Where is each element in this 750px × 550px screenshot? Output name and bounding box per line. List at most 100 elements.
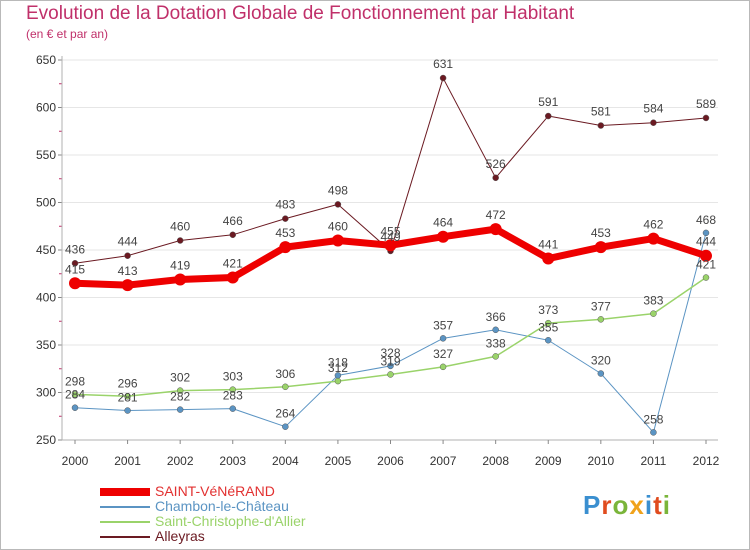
data-label: 483 (275, 198, 295, 212)
data-point (650, 119, 657, 126)
data-label: 355 (538, 320, 558, 334)
data-point (439, 335, 447, 342)
legend-label: SAINT-VéNéRAND (155, 483, 275, 499)
data-label: 306 (275, 367, 295, 381)
logo-letter: P (583, 490, 602, 520)
data-label: 319 (380, 354, 400, 368)
data-point (331, 234, 344, 247)
data-point (176, 406, 184, 413)
data-point (229, 386, 236, 393)
data-label: 258 (643, 412, 663, 426)
x-tick-label: 2010 (587, 454, 614, 468)
data-label: 466 (223, 214, 243, 228)
x-tick-label: 2009 (535, 454, 562, 468)
data-label: 366 (486, 310, 506, 324)
data-label: 302 (170, 371, 190, 385)
data-point (124, 252, 131, 259)
data-label: 419 (170, 258, 190, 272)
y-tick-label: 450 (36, 243, 56, 257)
data-label: 282 (170, 390, 190, 404)
data-label: 441 (538, 238, 558, 252)
data-label: 631 (433, 57, 453, 71)
data-point (702, 229, 710, 237)
legend-label: Alleyras (155, 528, 205, 544)
data-point (282, 423, 289, 430)
logo-letter: o (612, 490, 630, 520)
data-label: 415 (65, 262, 85, 276)
data-label: 581 (591, 105, 611, 119)
data-label: 327 (433, 347, 453, 361)
data-point (492, 174, 499, 182)
data-point (121, 279, 134, 292)
data-label: 464 (433, 216, 453, 230)
data-point (545, 337, 552, 344)
data-label: 584 (643, 102, 663, 116)
logo-letter: x (629, 490, 645, 520)
data-point (71, 260, 79, 267)
x-tick-label: 2004 (272, 454, 299, 468)
data-point (279, 241, 292, 254)
data-point (702, 114, 710, 122)
x-tick-label: 2000 (62, 454, 89, 468)
data-point (174, 273, 187, 286)
x-tick-label: 2005 (325, 454, 352, 468)
data-label: 526 (486, 157, 506, 171)
data-label: 303 (223, 370, 243, 384)
logo-letter: t (653, 490, 663, 520)
data-point (597, 370, 605, 377)
data-label: 383 (643, 294, 663, 308)
data-label: 357 (433, 318, 453, 332)
data-point (229, 231, 236, 239)
y-tick-label: 400 (36, 291, 56, 305)
data-point (71, 404, 79, 411)
x-tick-label: 2008 (482, 454, 509, 468)
data-point (545, 112, 552, 120)
logo-letter: i (644, 490, 654, 520)
data-label: 338 (486, 336, 506, 350)
chart-subtitle: (en € et par an) (26, 27, 109, 41)
data-label: 591 (538, 95, 558, 109)
data-point (702, 274, 710, 281)
data-point (542, 252, 555, 265)
legend-swatch (100, 506, 150, 508)
y-tick-label: 600 (36, 101, 56, 115)
data-point (700, 249, 712, 262)
data-point (334, 377, 342, 385)
data-point (387, 362, 394, 370)
data-point (650, 310, 657, 317)
chart-title: Evolution de la Dotation Globale de Fonc… (26, 3, 575, 24)
logo-letter: i (662, 490, 671, 520)
x-tick-label: 2007 (430, 454, 457, 468)
x-tick-label: 2002 (167, 454, 194, 468)
y-tick-label: 250 (36, 433, 56, 447)
data-point (124, 393, 131, 400)
data-label: 283 (223, 389, 243, 403)
data-point (597, 122, 605, 129)
data-label: 377 (591, 299, 611, 313)
data-label: 589 (696, 97, 716, 111)
y-tick-label: 550 (36, 148, 56, 162)
data-label: 284 (65, 388, 85, 402)
data-point (69, 277, 81, 290)
data-point (71, 391, 79, 398)
data-point (282, 383, 289, 391)
x-tick-label: 2003 (219, 454, 246, 468)
data-point (650, 429, 657, 436)
data-label: 328 (380, 346, 400, 360)
data-label: 472 (486, 208, 506, 222)
y-tick-label: 650 (36, 53, 56, 67)
data-point (489, 223, 502, 236)
data-label: 468 (696, 213, 716, 227)
data-label: 318 (328, 355, 348, 369)
data-point (545, 319, 552, 327)
data-label: 453 (275, 226, 295, 240)
data-point (229, 405, 236, 412)
data-label: 264 (275, 407, 295, 421)
proxiti-logo: Proxiti (583, 490, 671, 521)
legend-label: Saint-Christophe-d'Allier (155, 513, 306, 529)
data-point (437, 230, 450, 243)
y-tick-label: 300 (36, 386, 56, 400)
data-point (492, 326, 499, 334)
data-label: 453 (591, 226, 611, 240)
